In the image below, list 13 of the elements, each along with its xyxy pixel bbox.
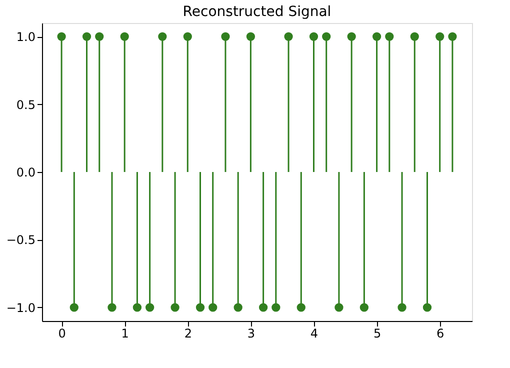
- y-tick-label: 0.5: [16, 98, 36, 112]
- y-tick-label: −1.0: [6, 300, 36, 315]
- y-tick-label: 1.0: [16, 30, 36, 44]
- x-tick-label: 6: [436, 326, 444, 340]
- chart-title: Reconstructed Signal: [182, 4, 332, 20]
- x-tick-label: 0: [58, 326, 66, 340]
- x-tick-label: 5: [373, 326, 382, 340]
- x-tick-label: 3: [247, 326, 256, 340]
- x-tick-label: 1: [121, 326, 129, 340]
- y-tick-label: −0.5: [6, 233, 36, 248]
- x-tick-label: 2: [184, 326, 192, 340]
- x-tick-label: 4: [310, 326, 318, 340]
- y-tick-label: 0.0: [16, 166, 36, 180]
